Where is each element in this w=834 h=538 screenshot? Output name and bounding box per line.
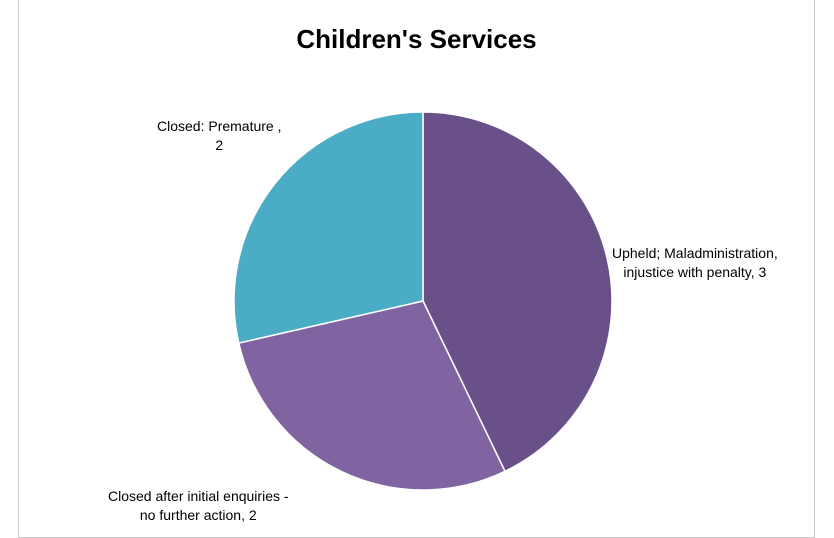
data-label-closed-initial-line1: Closed after initial enquiries - (108, 488, 289, 504)
data-label-closed-initial: Closed after initial enquiries - no furt… (108, 487, 289, 525)
data-label-closed-initial-line2: no further action, 2 (139, 507, 257, 523)
slice-upheld (422, 111, 613, 473)
data-label-upheld-line1: Upheld; Maladministration, (612, 245, 778, 261)
data-label-closed-premature-line1: Closed: Premature , (157, 118, 282, 134)
chart-title: Children's Services (296, 24, 537, 54)
data-label-upheld: Upheld; Maladministration, injustice wit… (612, 244, 778, 282)
data-label-upheld-line2: injustice with penalty, 3 (623, 264, 767, 280)
data-label-closed-premature: Closed: Premature , 2 (157, 117, 282, 155)
data-label-closed-premature-line2: 2 (215, 137, 224, 153)
slice-closed-premature (233, 111, 424, 344)
slice-closed-initial (237, 300, 507, 491)
